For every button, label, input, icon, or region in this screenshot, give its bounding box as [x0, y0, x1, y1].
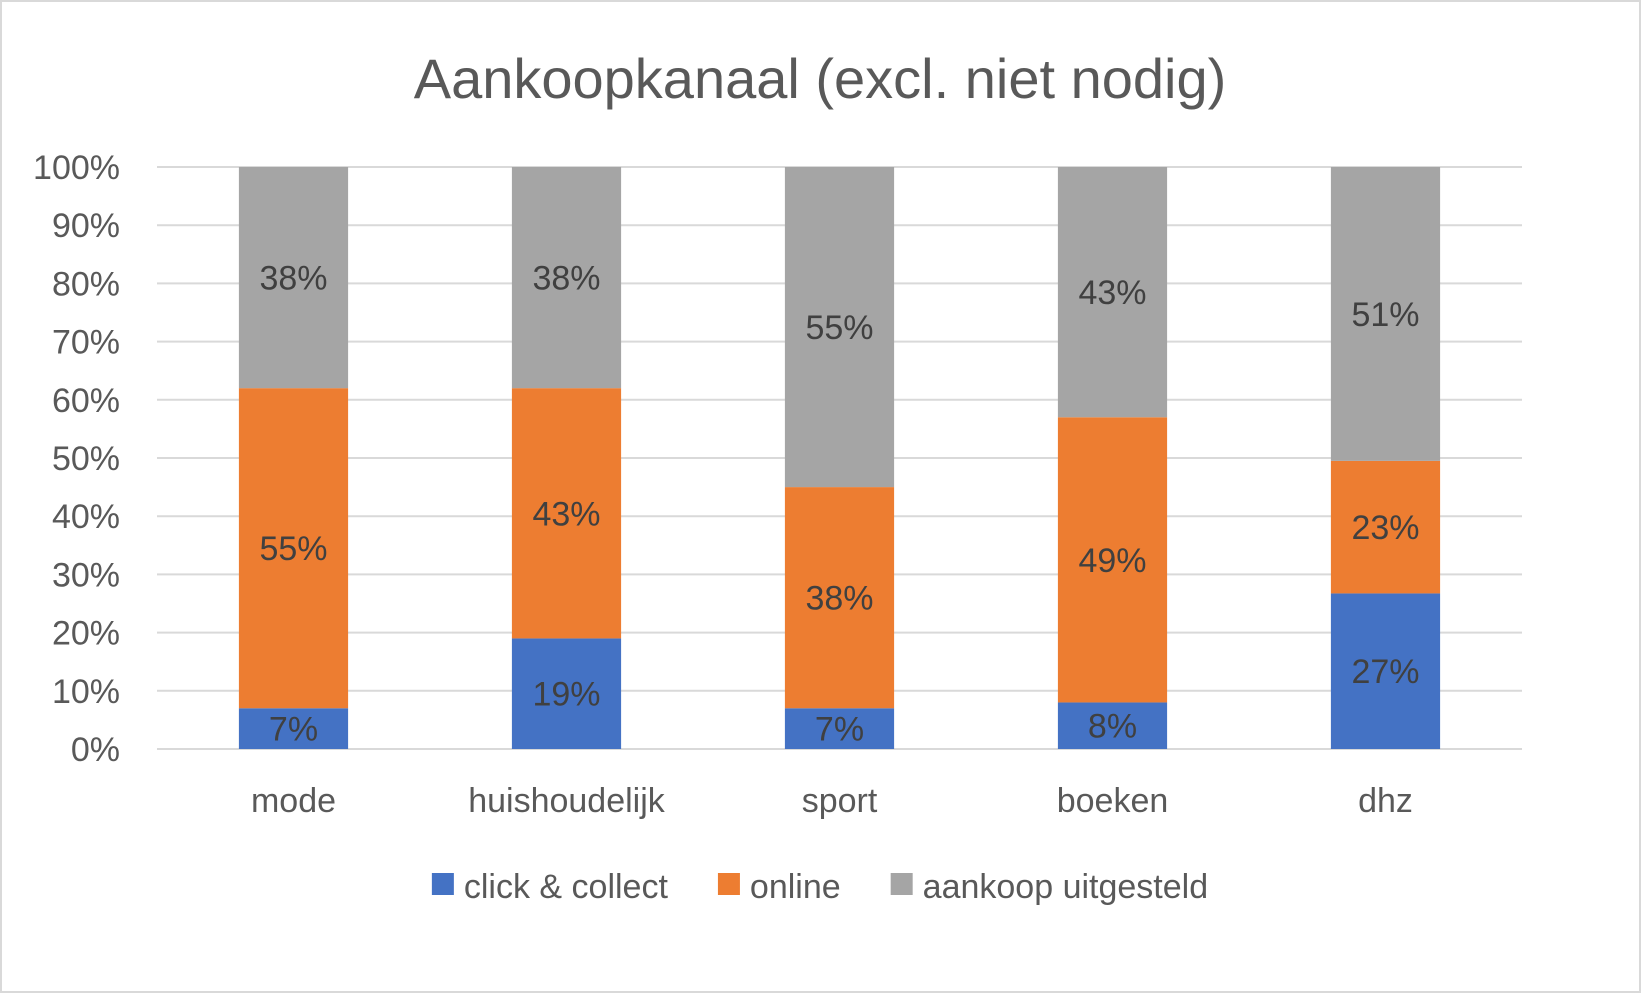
x-axis-categories: mode huishoudelijk sport boeken dhz	[251, 782, 1413, 820]
legend-item: aankoop uitgesteld	[890, 868, 1208, 906]
y-tick-label: 0%	[71, 731, 120, 769]
legend-swatch	[717, 873, 740, 895]
data-label: 23%	[1351, 509, 1419, 547]
x-category-label: sport	[802, 782, 878, 820]
y-tick-label: 40%	[52, 498, 120, 536]
x-category-label: boeken	[1057, 782, 1169, 820]
bar-segment	[511, 388, 622, 639]
bar-segment	[1057, 417, 1168, 703]
data-label: 55%	[805, 309, 873, 347]
bar-segment	[784, 708, 895, 749]
x-category-label: dhz	[1358, 782, 1413, 820]
data-label: 38%	[805, 580, 873, 618]
bar-segment	[1330, 460, 1441, 594]
bar-segment	[1330, 593, 1441, 749]
bar-segment	[1330, 167, 1441, 461]
legend: click & collect online aankoop uitgesteld	[431, 868, 1208, 906]
bar-segment	[1057, 702, 1168, 749]
bar-segment	[511, 638, 622, 749]
y-tick-label: 60%	[52, 382, 120, 420]
bar-segment	[238, 388, 349, 709]
bar-segment	[1057, 167, 1168, 418]
y-tick-label: 30%	[52, 556, 120, 594]
legend-swatch	[890, 873, 913, 895]
y-axis-ticks: 0% 10% 20% 30% 40% 50% 60% 70% 80% 90% 100%	[33, 149, 120, 769]
x-category-label: huishoudelijk	[468, 782, 666, 820]
chart-title: Aankoopkanaal (excl. niet nodig)	[414, 47, 1227, 110]
bar-segment	[511, 167, 622, 389]
x-category-label: mode	[251, 782, 336, 820]
data-label: 51%	[1351, 296, 1419, 334]
data-label: 55%	[259, 530, 327, 568]
y-tick-label: 80%	[52, 265, 120, 303]
y-tick-label: 10%	[52, 673, 120, 711]
legend-item: online	[717, 868, 841, 906]
y-tick-label: 50%	[52, 440, 120, 478]
y-tick-label: 20%	[52, 615, 120, 653]
legend-label: click & collect	[464, 868, 669, 906]
data-label: 7%	[269, 711, 318, 749]
data-label: 43%	[1078, 274, 1146, 312]
y-tick-label: 90%	[52, 207, 120, 245]
data-label: 7%	[815, 711, 864, 749]
data-label: 8%	[1088, 708, 1137, 746]
data-label: 38%	[259, 260, 327, 298]
legend-label: aankoop uitgesteld	[923, 868, 1208, 906]
bar-segment	[784, 167, 895, 488]
legend-label: online	[750, 868, 841, 906]
data-label: 27%	[1351, 653, 1419, 691]
bar-segment	[784, 487, 895, 709]
bar-segment	[238, 167, 349, 389]
data-label: 43%	[532, 495, 600, 533]
data-label: 49%	[1078, 542, 1146, 580]
data-label: 38%	[532, 260, 600, 298]
data-label: 19%	[532, 676, 600, 714]
y-tick-label: 70%	[52, 324, 120, 362]
bars: 7% 55% 38% 19% 43% 38% 7% 38% 55% 8% 49% 43% 27% 23% 5…	[238, 167, 1441, 749]
legend-item: click & collect	[431, 868, 669, 906]
y-tick-label: 100%	[33, 149, 120, 187]
legend-swatch	[431, 873, 454, 895]
bar-segment	[238, 708, 349, 749]
